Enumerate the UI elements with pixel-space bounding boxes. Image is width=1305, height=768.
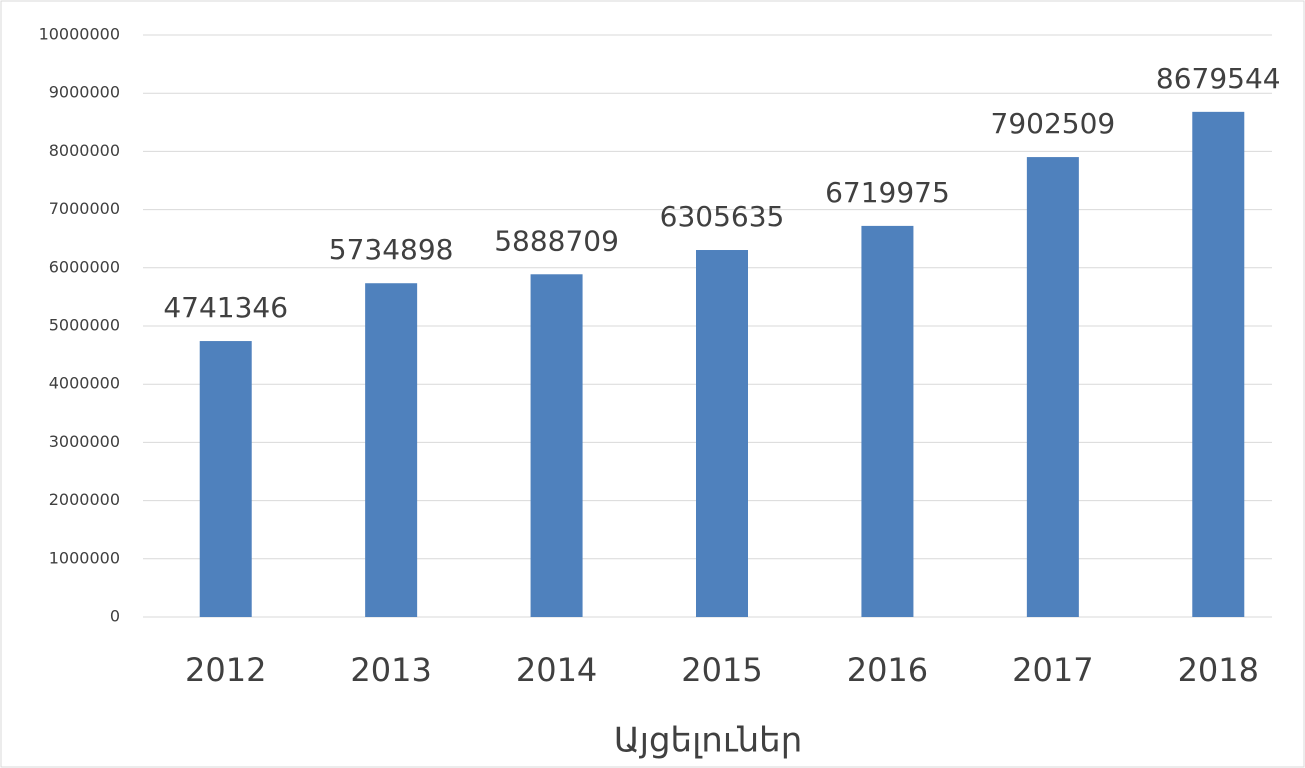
x-tick-label: 2013 [350, 651, 431, 689]
y-tick-label: 7000000 [49, 199, 120, 218]
x-tick-label: 2014 [516, 651, 597, 689]
y-tick-label: 3000000 [49, 432, 120, 451]
bar [696, 250, 748, 618]
data-label: 6305635 [660, 200, 785, 233]
y-tick-label: 2000000 [49, 490, 120, 509]
bar [861, 225, 914, 617]
x-tick-label: 2018 [1178, 651, 1259, 689]
y-tick-label: 0 [110, 607, 120, 626]
data-label: 4741346 [163, 291, 288, 324]
data-label: 6719975 [825, 176, 950, 209]
y-tick-label: 5000000 [49, 316, 120, 335]
bar [199, 341, 252, 617]
bar [1192, 111, 1245, 618]
x-tick-label: 2017 [1012, 651, 1093, 689]
y-tick-label: 4000000 [49, 374, 120, 393]
data-label: 5734898 [329, 233, 454, 266]
x-tick-label: 2016 [847, 651, 928, 689]
y-tick-label: 10000000 [39, 25, 120, 44]
y-tick-label: 9000000 [49, 83, 120, 102]
y-tick-label: 6000000 [49, 257, 120, 276]
y-tick-label: 8000000 [49, 141, 120, 160]
data-label: 7902509 [991, 107, 1116, 140]
data-label: 5888709 [494, 224, 619, 257]
x-tick-label: 2015 [681, 651, 762, 689]
x-tick-label: 2012 [185, 651, 266, 689]
bar [530, 274, 583, 617]
x-axis-title: Այցելուներ [614, 721, 803, 761]
bar [365, 283, 418, 617]
y-tick-label: 1000000 [49, 548, 120, 567]
bar [1026, 157, 1079, 617]
data-label: 8679544 [1156, 62, 1281, 95]
